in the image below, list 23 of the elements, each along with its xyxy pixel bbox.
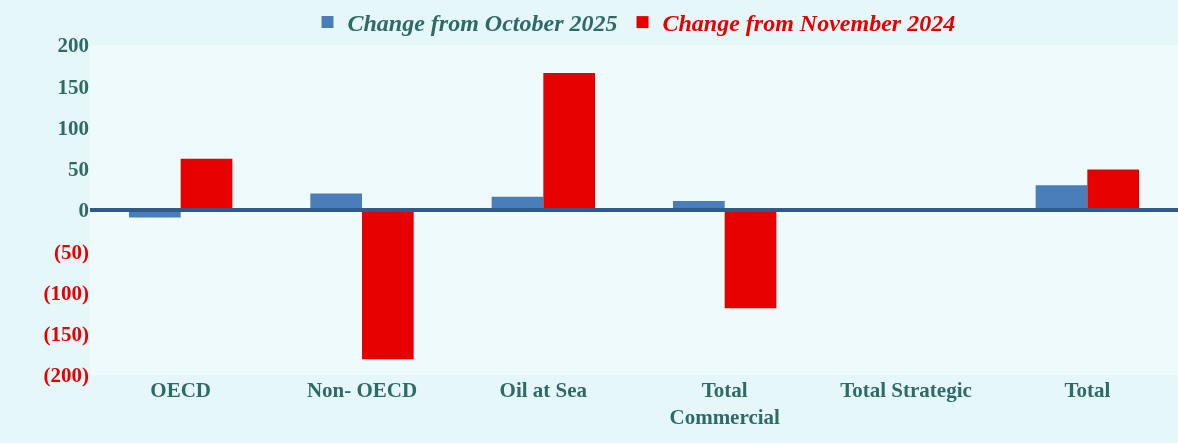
y-tick-label: 0 [78, 198, 89, 223]
x-tick-label: Total [1064, 378, 1111, 402]
x-tick-label: Total Commercial [669, 378, 781, 430]
y-tick-label: (150) [43, 322, 89, 347]
y-tick-label: 200 [57, 33, 89, 58]
bar [362, 210, 414, 360]
bar [724, 210, 777, 309]
y-tick-label: (200) [43, 363, 89, 388]
y-tick-label: 100 [57, 115, 89, 140]
x-tick-label: Non- OECD [306, 378, 418, 402]
bar [1035, 185, 1088, 210]
y-tick-label: 150 [57, 74, 89, 99]
y-tick-label: (50) [54, 239, 89, 264]
y-tick-label: 50 [68, 157, 89, 182]
bar [543, 73, 596, 210]
y-tick-label: (100) [43, 280, 89, 305]
x-tick-label: Oil at Sea [499, 378, 588, 402]
legend-label: Change from October 2025 [347, 10, 618, 37]
x-tick-label: Total Strategic [840, 378, 972, 402]
bar [180, 158, 233, 210]
bar [1087, 169, 1140, 210]
legend-label: Change from November 2024 [662, 10, 956, 37]
x-tick-label: OECD [150, 378, 212, 402]
